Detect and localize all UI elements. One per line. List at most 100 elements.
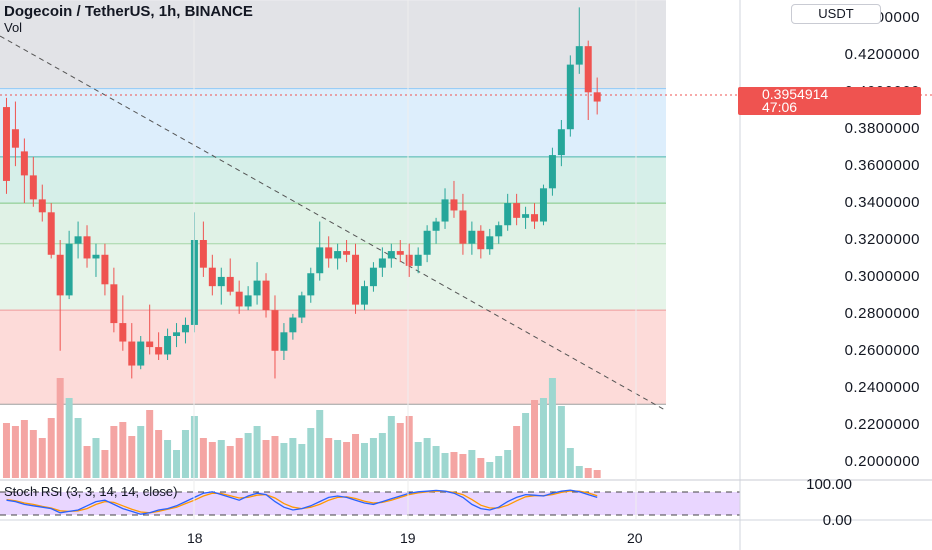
candle [65, 243, 73, 296]
volume-bar [2, 423, 10, 478]
candle [522, 214, 530, 218]
current-price-tag: 0.3954914 47:06 [738, 87, 921, 115]
volume-bar [584, 468, 592, 478]
time-tick-19: 19 [400, 530, 416, 546]
volume-bar [271, 436, 279, 478]
trendline[interactable] [0, 35, 666, 411]
candle [74, 236, 82, 244]
volume-bar [199, 438, 207, 478]
volume-bar [495, 456, 503, 478]
rsi-tick-0: 0.00 [822, 512, 852, 529]
candle [38, 199, 46, 213]
volume-bar [504, 450, 512, 478]
volume-bar [387, 416, 395, 478]
current-price-value: 0.3954914 [762, 86, 829, 102]
volume-bar [101, 450, 109, 478]
volume-label: Vol [4, 20, 23, 35]
fib-zone-0 [0, 0, 666, 89]
candle [548, 155, 556, 189]
volume-bar [378, 433, 386, 478]
volume-bar [244, 433, 252, 478]
volume-bar [432, 446, 440, 478]
price-tick: 0.2800000 [844, 304, 920, 322]
volume-bar [316, 410, 324, 478]
volume-bar [235, 438, 243, 478]
candle [459, 210, 467, 244]
candle [531, 214, 539, 222]
candle [83, 236, 91, 259]
candle [101, 254, 109, 285]
price-tick: 0.3000000 [844, 267, 920, 285]
candle [513, 203, 521, 218]
volume-bar [360, 443, 368, 478]
price-tick: 0.3200000 [844, 231, 920, 248]
candle [235, 291, 243, 307]
candle [360, 286, 368, 305]
volume-bar [441, 453, 449, 478]
candle [396, 251, 404, 255]
candle [352, 254, 360, 305]
fib-zone-1 [0, 88, 666, 157]
currency-button[interactable]: USDT [791, 4, 881, 24]
volume-bar [38, 438, 46, 478]
volume-bar [477, 458, 485, 478]
volume-bar [289, 438, 297, 478]
volume-bar [181, 430, 189, 478]
candle [226, 276, 234, 292]
volume-bar [548, 378, 556, 478]
candle [307, 273, 315, 296]
price-tick: 0.4200000 [844, 46, 920, 64]
candle [557, 129, 565, 156]
candle [110, 284, 118, 324]
volume-bar [513, 426, 521, 478]
candle [262, 280, 270, 311]
volume-bar [334, 440, 342, 478]
volume-bar [137, 426, 145, 478]
fib-zone-5 [0, 310, 666, 405]
volume-bar [307, 428, 315, 478]
stoch-rsi-label: Stoch RSI (3, 3, 14, 14, close) [4, 484, 178, 499]
volume-bar [226, 446, 234, 478]
candle [47, 212, 55, 255]
candle [423, 230, 431, 255]
volume-bar [566, 448, 574, 478]
fib-zone-2 [0, 156, 666, 204]
candle [271, 310, 279, 351]
candle [208, 267, 216, 287]
volume-bar [83, 446, 91, 478]
volume-bar [155, 430, 163, 478]
volume-bar [405, 416, 413, 478]
candle [566, 64, 574, 130]
candle [92, 254, 100, 259]
chart-title: Dogecoin / TetherUS, 1h, BINANCE [4, 3, 253, 20]
volume-bar [173, 450, 181, 478]
volume-bar [56, 378, 64, 478]
candle [2, 107, 10, 181]
candle [217, 276, 225, 287]
price-tick: 0.3800000 [844, 120, 920, 138]
volume-bar [20, 420, 28, 478]
price-tick: 0.3400000 [844, 194, 920, 212]
candle [504, 203, 512, 226]
candle [155, 347, 163, 355]
candle [432, 221, 440, 231]
candle [584, 46, 592, 93]
time-tick-20: 20 [627, 530, 643, 546]
stoch-rsi-pane [0, 489, 740, 516]
candle [441, 199, 449, 222]
volume-bar [119, 422, 127, 478]
volume-bar [29, 430, 37, 478]
candle [450, 199, 458, 211]
candle [477, 230, 485, 250]
candle [468, 230, 476, 244]
volume-bar [396, 423, 404, 478]
candle [29, 175, 37, 200]
candle [20, 151, 28, 176]
candle [164, 336, 172, 355]
volume-bars [2, 378, 601, 478]
candle [387, 251, 395, 259]
candle [289, 317, 297, 333]
volume-bar [575, 466, 583, 478]
volume-bar [208, 442, 216, 478]
